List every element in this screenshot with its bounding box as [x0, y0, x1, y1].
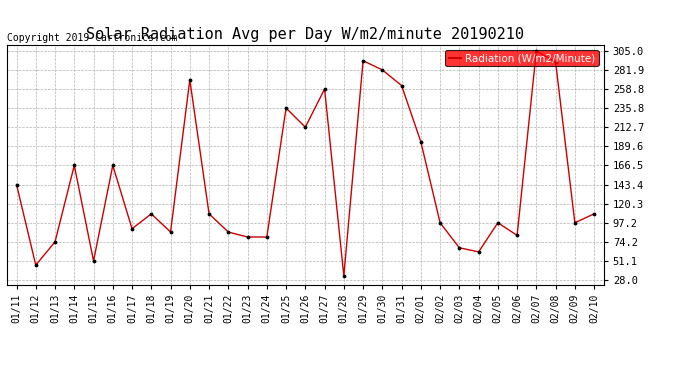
Legend: Radiation (W/m2/Minute): Radiation (W/m2/Minute) — [445, 50, 598, 66]
Title: Solar Radiation Avg per Day W/m2/minute 20190210: Solar Radiation Avg per Day W/m2/minute … — [86, 27, 524, 42]
Text: Copyright 2019 Cartronics.com: Copyright 2019 Cartronics.com — [7, 33, 177, 43]
